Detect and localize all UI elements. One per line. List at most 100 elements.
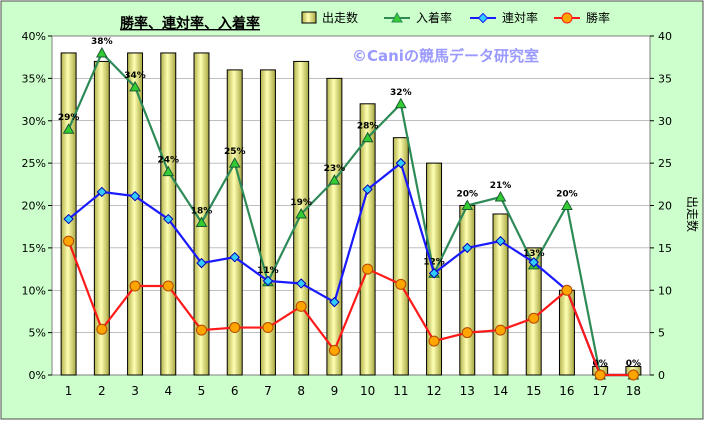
data-label: 29% [58,113,80,123]
x-tick-label: 11 [393,384,408,398]
right-tick-label: 0 [658,369,665,382]
left-tick-label: 15% [22,242,46,255]
bar [492,213,509,376]
data-label: 0% [626,359,641,369]
right-tick-label: 35 [658,72,672,85]
data-label: 19% [290,198,312,208]
point-circle [428,335,440,347]
point-diamond [329,296,340,308]
x-tick-label: 15 [526,384,541,398]
data-label: 0% [593,359,608,369]
point-triangle [62,123,75,134]
bar [226,69,243,376]
left-tick-label: 30% [22,115,46,128]
legend-label: 出走数 [322,10,358,25]
point-triangle [494,190,507,202]
data-label: 18% [191,206,213,216]
x-tick-label: 17 [593,384,608,398]
point-circle [362,263,374,275]
x-tick-label: 2 [98,384,106,398]
legend-marker [561,12,573,24]
point-triangle [95,46,108,58]
point-diamond [528,257,539,268]
legend-label: 連対率 [502,10,538,25]
point-diamond [295,278,307,289]
x-tick-label: 13 [460,384,475,398]
data-label: 20% [457,190,479,200]
right-tick-label: 10 [658,284,672,297]
point-triangle [295,207,308,219]
x-tick-label: 18 [626,384,641,398]
point-diamond [229,251,240,263]
point-circle [528,312,540,324]
x-tick-label: 9 [331,384,339,398]
legend-marker [477,12,489,24]
right-tick-label: 40 [658,30,672,43]
bar [392,137,409,376]
bar [127,52,144,376]
point-diamond [96,186,108,198]
left-tick-label: 20% [22,200,46,213]
x-tick-label: 1 [65,384,73,398]
bar [259,69,276,376]
point-circle [229,322,241,334]
data-label: 25% [224,147,246,157]
legend: 出走数 入着率 連対率 勝率 [301,10,610,25]
left-tick-label: 35% [22,72,46,85]
point-circle [295,300,307,312]
point-circle [328,344,340,356]
point-circle [129,280,141,292]
bar [193,52,210,376]
right-tick-label: 15 [658,242,672,255]
point-circle [262,322,274,334]
point-circle [196,324,207,336]
x-tick-label: 6 [231,384,239,398]
point-diamond [395,157,407,169]
point-triangle [328,174,341,185]
point-triangle [162,165,175,177]
point-circle [495,324,506,336]
data-label: 21% [490,181,512,191]
point-diamond [462,242,473,254]
line-triangle-path [67,51,634,377]
data-label: 13% [523,249,545,259]
data-label: 12% [423,257,445,267]
point-diamond [129,190,141,202]
point-circle [395,278,407,290]
point-diamond [495,235,506,247]
right-tick-label: 5 [658,327,665,340]
bar [93,60,110,376]
x-tick-label: 4 [164,384,172,398]
left-tick-label: 25% [22,157,46,170]
x-tick-label: 14 [493,384,508,398]
point-circle [594,369,606,381]
left-tick-label: 10% [22,284,46,297]
data-label: 34% [124,71,146,81]
watermark-text: ©Caniの競馬データ研究室 [352,47,539,65]
chart-title: 勝率、連対率、入着率 [120,15,260,32]
point-diamond [362,184,373,195]
x-tick-label: 16 [559,384,574,398]
data-label: 28% [357,122,379,132]
point-diamond [428,268,440,279]
point-circle [627,369,639,381]
legend-label: 勝率 [586,10,610,25]
bar [459,205,476,376]
legend-marker [391,11,403,23]
data-label: 20% [556,190,578,200]
right-tick-label: 30 [658,115,672,128]
point-diamond [63,213,74,225]
right-tick-label: 20 [658,200,672,213]
point-triangle [461,199,474,210]
bar [326,77,343,376]
point-circle [561,284,573,296]
x-tick-label: 8 [297,384,305,398]
bar [359,103,376,376]
left-tick-label: 0% [29,369,46,382]
line-series: 29% 38% 34% 24% 18% 25% 11% 19% 23% 28% 32% 12% 20% 2… [58,37,641,381]
point-circle [162,280,174,292]
legend-bar-swatch [301,11,317,24]
x-tick-label: 10 [360,384,375,398]
point-triangle [195,216,208,227]
